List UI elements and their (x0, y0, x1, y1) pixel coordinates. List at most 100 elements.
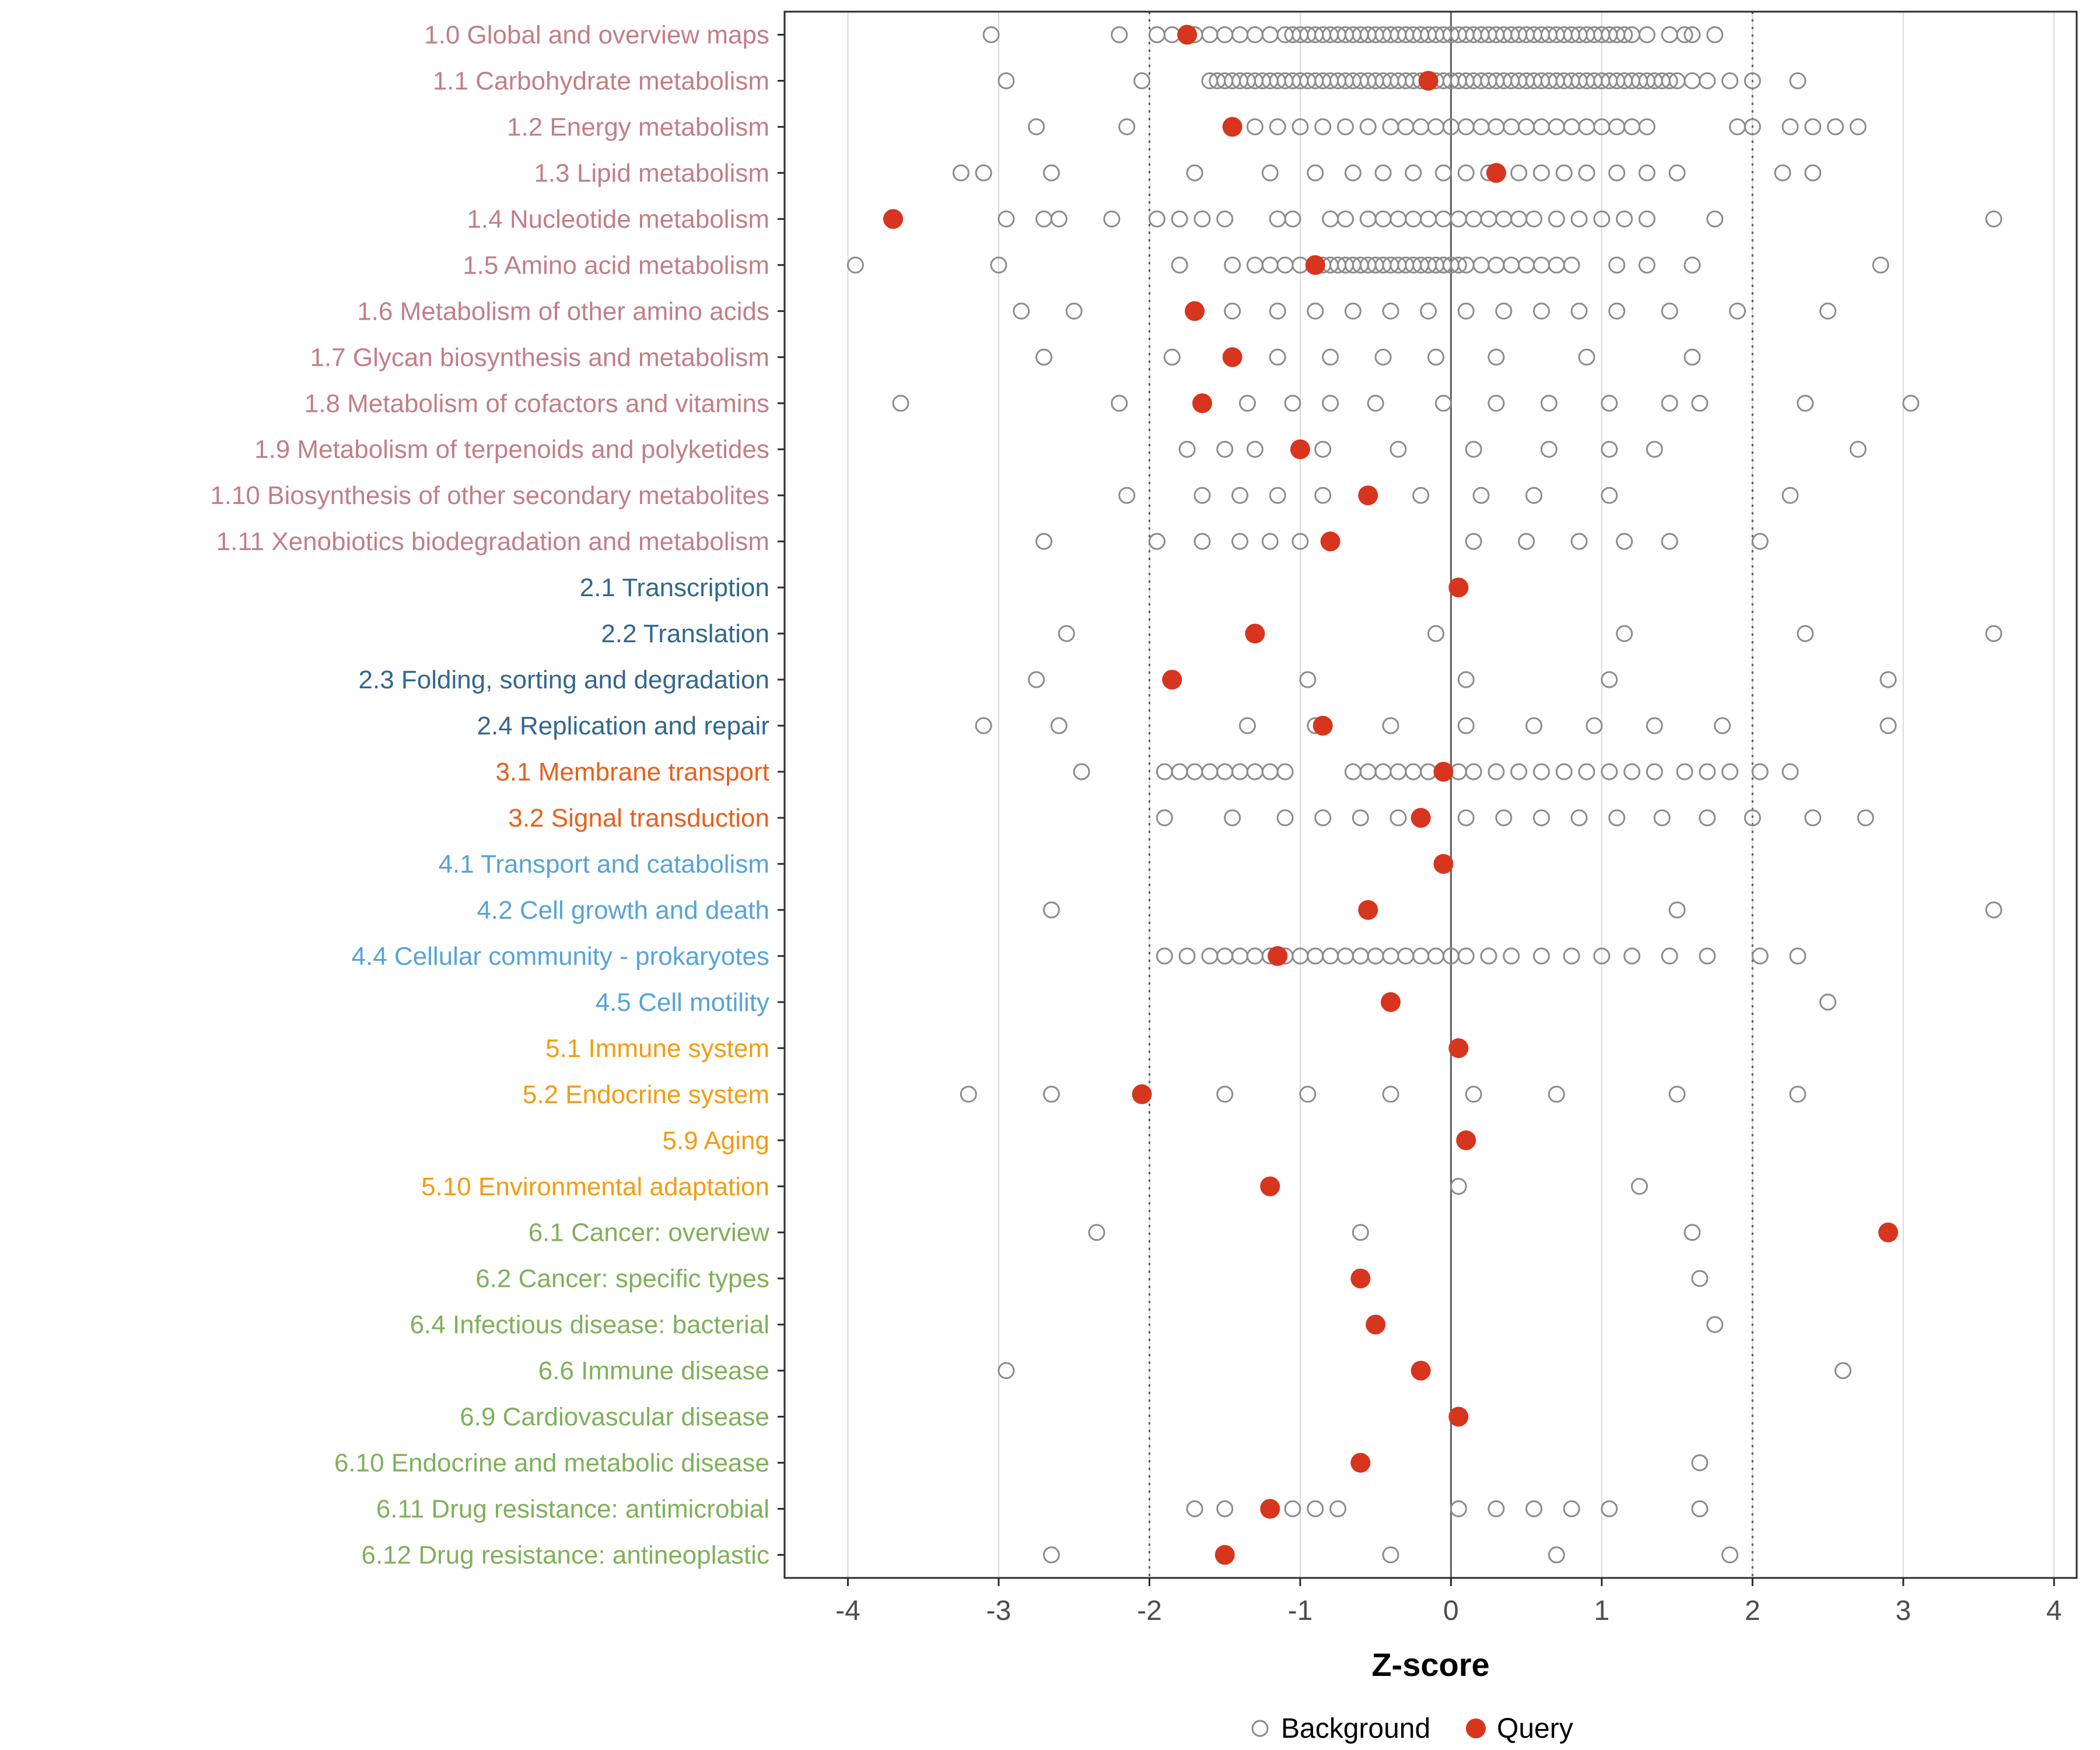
background-point (1374, 348, 1392, 366)
background-point (1322, 348, 1339, 366)
background-point (1744, 72, 1761, 89)
background-point (975, 717, 992, 734)
query-point (1433, 853, 1454, 874)
background-point (1721, 763, 1739, 780)
background-point (1525, 1500, 1543, 1518)
background-point (1518, 256, 1535, 274)
background-point (975, 164, 992, 181)
background-point (1178, 440, 1196, 458)
background-point (1510, 164, 1528, 181)
category-label: 1.4 Nucleotide metabolism (467, 205, 769, 233)
background-point (1224, 809, 1241, 827)
background-point (1405, 164, 1422, 181)
background-point (1382, 302, 1399, 320)
background-point (1608, 256, 1626, 274)
background-point (1706, 26, 1724, 43)
background-point (1548, 256, 1565, 274)
category-label: 5.1 Immune system (545, 1034, 769, 1063)
background-point (1307, 164, 1324, 181)
category-label: 2.1 Transcription (580, 573, 769, 602)
category-label: 5.9 Aging (663, 1126, 770, 1155)
background-point (1661, 947, 1678, 965)
background-point (1336, 118, 1354, 135)
background-point (1427, 348, 1445, 366)
category-label: 6.2 Cancer: specific types (475, 1265, 769, 1293)
background-point (1457, 809, 1475, 827)
background-point (1699, 947, 1716, 965)
background-point (1269, 302, 1286, 320)
background-point (1985, 210, 2003, 228)
background-point (1269, 487, 1286, 504)
background-point (1646, 440, 1663, 458)
background-point (1563, 947, 1580, 965)
query-point (1312, 716, 1333, 736)
background-point (1224, 302, 1241, 320)
background-point (1450, 1500, 1467, 1518)
query-point (1305, 255, 1325, 275)
background-point (1352, 947, 1369, 965)
background-point (1601, 671, 1618, 688)
category-label: 4.1 Transport and catabolism (439, 850, 769, 878)
background-point (1050, 717, 1068, 734)
background-point (1156, 763, 1173, 780)
background-point (1638, 118, 1656, 135)
background-point (1495, 210, 1513, 228)
query-point (1268, 946, 1288, 966)
background-point (1661, 72, 1678, 89)
background-point (1201, 26, 1219, 43)
background-point (1601, 394, 1618, 412)
background-point (1457, 164, 1475, 181)
category-label: 4.2 Cell growth and death (477, 896, 769, 925)
background-point (1593, 947, 1611, 965)
background-point (1434, 164, 1452, 181)
background-point (1216, 26, 1234, 43)
background-point (1578, 164, 1595, 181)
background-point (1480, 947, 1497, 965)
background-point (1390, 809, 1407, 827)
category-label: 1.10 Biosynthesis of other secondary met… (210, 481, 769, 510)
background-point (1390, 763, 1407, 780)
background-point (1532, 256, 1550, 274)
background-point (1548, 118, 1565, 135)
background-point (1405, 210, 1422, 228)
background-point (1307, 947, 1324, 965)
x-axis-title: Z-score (1371, 1646, 1489, 1683)
background-point (1352, 1224, 1369, 1241)
background-point (1789, 947, 1807, 965)
background-point (1465, 763, 1482, 780)
panel-border (783, 10, 2078, 1579)
background-point (1042, 1546, 1060, 1564)
background-point (1826, 118, 1844, 135)
background-point (1532, 809, 1550, 827)
background-point (1073, 763, 1090, 780)
background-point (1684, 348, 1701, 366)
background-point (1699, 809, 1716, 827)
background-point (1261, 256, 1279, 274)
background-point (1472, 118, 1490, 135)
background-point (1706, 1316, 1724, 1334)
background-point (1653, 809, 1671, 827)
background-point (1382, 717, 1399, 734)
background-point (1382, 1546, 1399, 1564)
background-point (1216, 440, 1234, 458)
background-point (1329, 1500, 1347, 1518)
background-point (1344, 763, 1362, 780)
background-point (1434, 394, 1452, 412)
background-point (1246, 256, 1264, 274)
background-point (1616, 26, 1633, 43)
background-point (1299, 1086, 1317, 1103)
background-point (1322, 394, 1339, 412)
query-point (1358, 485, 1378, 506)
background-point (1171, 210, 1188, 228)
background-point (1472, 256, 1490, 274)
background-point (1488, 348, 1505, 366)
background-point (1382, 118, 1399, 135)
background-point (1216, 947, 1234, 965)
query-point (1177, 24, 1198, 45)
background-point (1623, 118, 1641, 135)
query-point (1486, 163, 1506, 183)
background-point (1314, 440, 1332, 458)
category-label: 5.10 Environmental adaptation (421, 1172, 769, 1201)
background-point (1488, 256, 1505, 274)
query-point (1433, 762, 1454, 782)
